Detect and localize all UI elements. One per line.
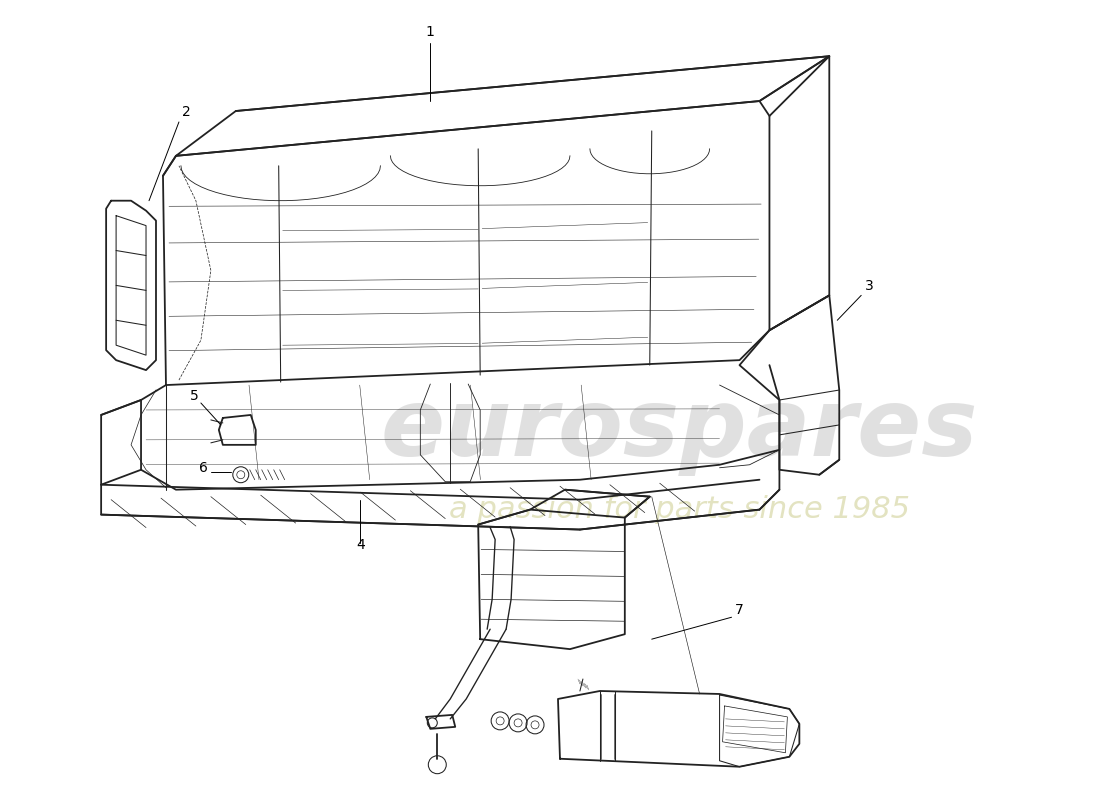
Text: eurospares: eurospares	[381, 384, 978, 476]
Text: 2: 2	[182, 105, 190, 119]
Text: 6: 6	[199, 461, 208, 474]
Text: 5: 5	[189, 389, 198, 403]
Text: 1: 1	[426, 26, 434, 39]
Text: 4: 4	[356, 538, 365, 553]
Text: 3: 3	[865, 279, 873, 294]
Text: a passion for parts since 1985: a passion for parts since 1985	[449, 495, 910, 524]
Text: 7: 7	[735, 603, 744, 618]
